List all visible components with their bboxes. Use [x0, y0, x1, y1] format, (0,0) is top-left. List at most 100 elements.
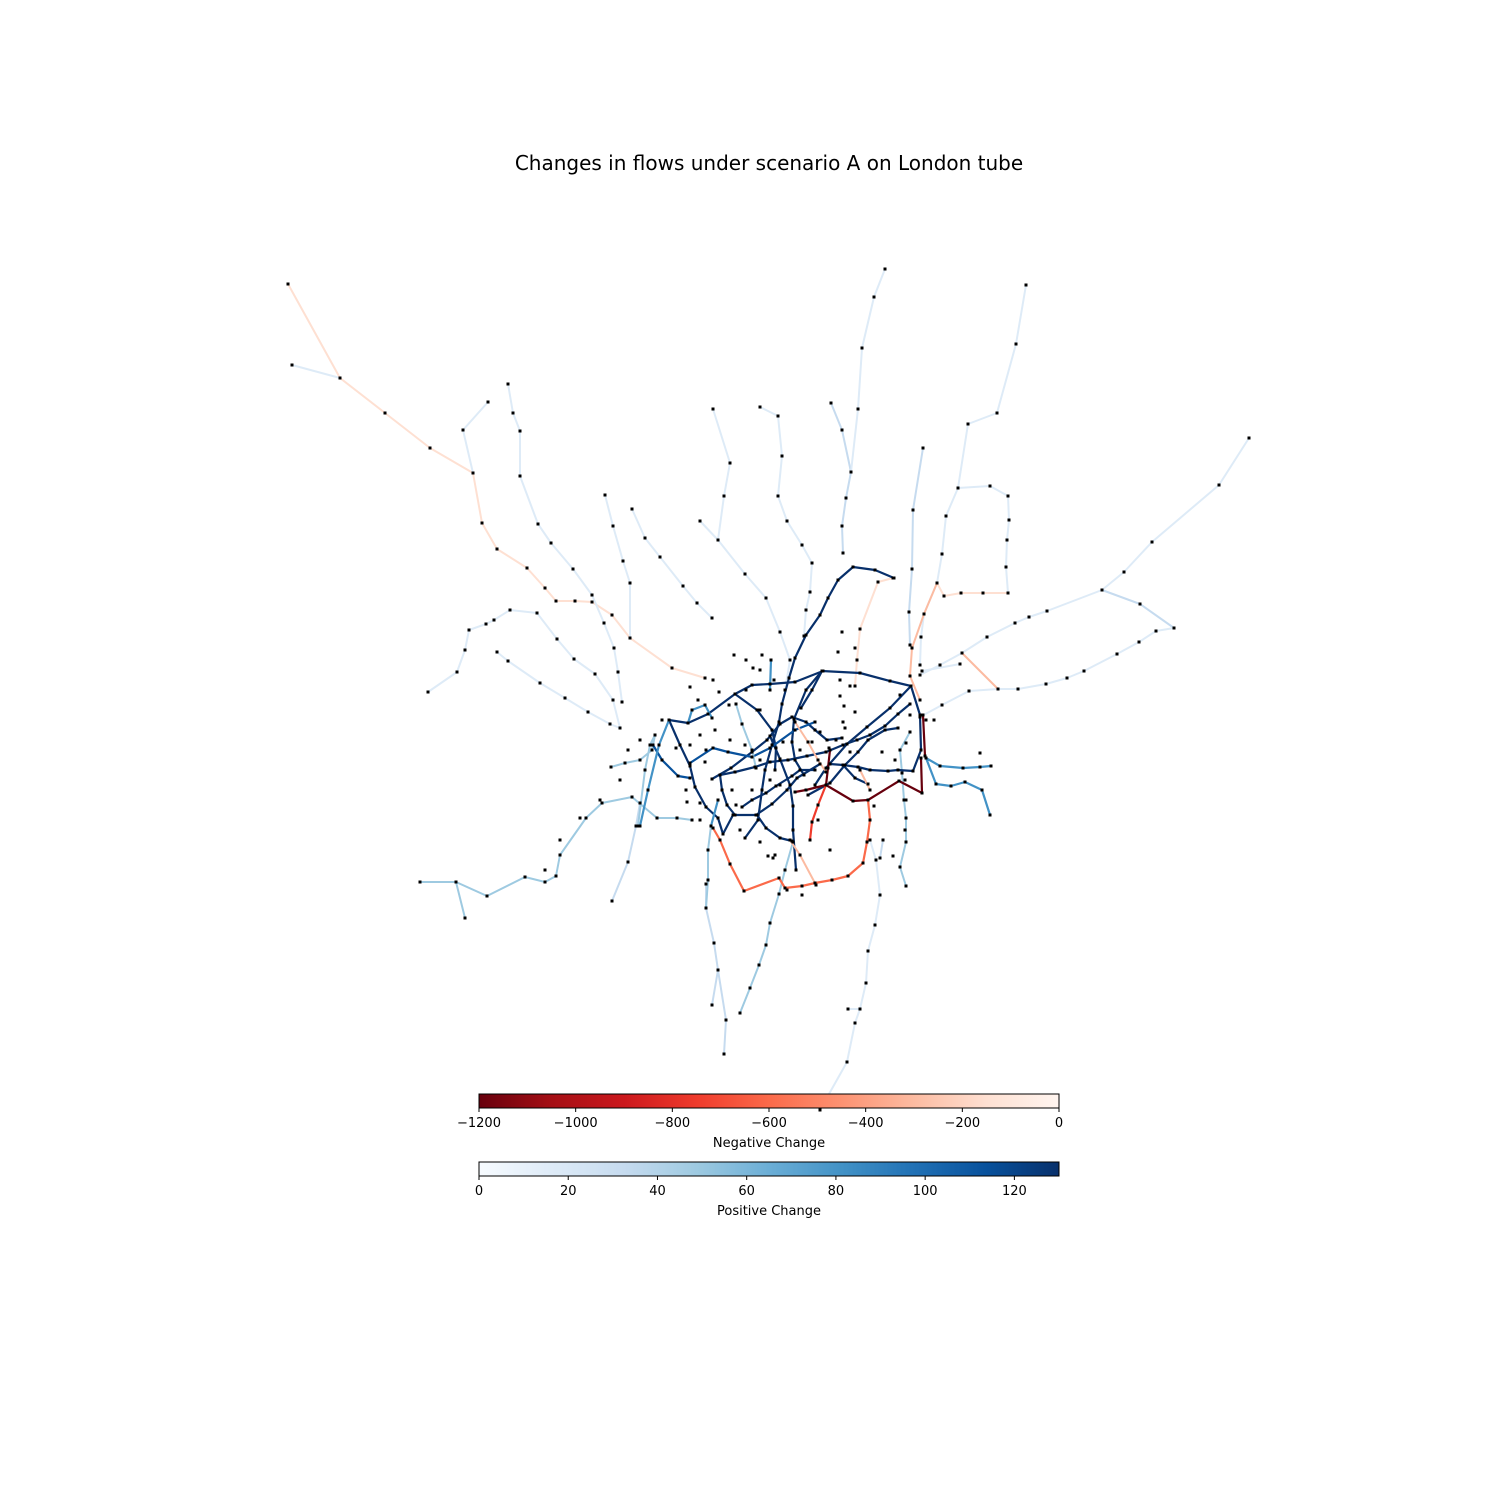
station-node: [800, 893, 804, 897]
colorbar-tick-label: −400: [848, 1116, 884, 1131]
network-edge: [794, 721, 827, 773]
station-node: [610, 899, 614, 903]
station-node: [716, 968, 720, 972]
station-node: [873, 923, 877, 927]
station-node: [486, 400, 490, 404]
station-node: [788, 658, 792, 662]
station-node: [790, 740, 794, 744]
station-node: [618, 726, 622, 730]
station-node: [844, 496, 848, 500]
station-node: [750, 798, 754, 802]
station-node: [810, 688, 814, 692]
station-node: [902, 798, 906, 802]
colorbar-tick-label: 60: [738, 1184, 755, 1199]
station-node: [961, 766, 965, 770]
station-node: [628, 581, 632, 585]
station-node: [1247, 436, 1251, 440]
station-node: [800, 884, 804, 888]
station-node: [696, 698, 700, 702]
station-node: [806, 740, 810, 744]
station-node: [904, 884, 908, 888]
network-edge: [735, 703, 757, 769]
station-node: [846, 1007, 850, 1011]
network-edge: [924, 756, 993, 817]
station-node: [620, 700, 624, 704]
station-node: [904, 816, 908, 820]
station-node: [612, 646, 616, 650]
station-node: [903, 828, 907, 832]
station-node: [1014, 342, 1018, 346]
station-node: [851, 565, 855, 569]
station-node: [911, 508, 915, 512]
station-node: [918, 698, 922, 702]
station-node: [935, 581, 939, 585]
network-edge: [718, 773, 737, 817]
station-node: [790, 774, 794, 778]
colorbar-label: Positive Change: [717, 1204, 821, 1219]
station-node: [785, 888, 789, 892]
network-edge: [921, 713, 927, 758]
station-node: [798, 853, 802, 857]
network-nodes: [286, 267, 1251, 1112]
station-node: [918, 715, 922, 719]
network-edge: [699, 520, 719, 541]
station-node: [896, 712, 900, 716]
station-node: [919, 756, 923, 760]
station-node: [744, 688, 748, 692]
station-node: [724, 1018, 728, 1022]
station-node: [888, 706, 892, 710]
station-node: [908, 713, 912, 717]
station-node: [921, 446, 925, 450]
station-node: [776, 414, 780, 418]
station-node: [880, 750, 884, 754]
station-node: [518, 474, 522, 478]
station-node: [853, 646, 857, 650]
station-node: [461, 428, 465, 432]
station-node: [814, 883, 818, 887]
station-node: [638, 738, 642, 742]
station-node: [865, 725, 869, 729]
station-node: [764, 943, 768, 947]
station-node: [720, 788, 724, 792]
station-node: [511, 411, 515, 415]
station-node: [678, 743, 682, 747]
station-node: [1115, 652, 1119, 656]
station-node: [711, 746, 715, 750]
station-node: [960, 651, 964, 655]
network-edge: [686, 703, 714, 725]
station-node: [793, 758, 797, 762]
station-node: [717, 690, 721, 694]
station-node: [995, 411, 999, 415]
station-node: [940, 703, 944, 707]
station-node: [698, 801, 702, 805]
station-node: [611, 698, 615, 702]
station-node: [843, 726, 847, 730]
network-edge: [854, 577, 894, 687]
station-node: [907, 610, 911, 614]
station-node: [981, 591, 985, 595]
station-node: [876, 580, 880, 584]
station-node: [791, 828, 795, 832]
network-edge: [631, 508, 713, 619]
station-node: [623, 761, 627, 765]
network-edge: [710, 715, 844, 781]
station-node: [543, 868, 547, 872]
station-node: [804, 720, 808, 724]
station-node: [799, 706, 803, 710]
station-node: [840, 736, 844, 740]
station-node: [688, 685, 692, 689]
station-node: [676, 774, 680, 778]
station-node: [908, 674, 912, 678]
station-node: [856, 765, 860, 769]
station-node: [942, 594, 946, 598]
network-edge: [879, 839, 884, 859]
station-node: [643, 536, 647, 540]
station-node: [842, 704, 846, 708]
station-node: [711, 407, 715, 411]
station-node: [868, 768, 872, 772]
network-edge: [611, 802, 641, 902]
station-node: [710, 716, 714, 720]
station-node: [793, 790, 797, 794]
station-node: [508, 608, 512, 612]
station-node: [873, 568, 877, 572]
